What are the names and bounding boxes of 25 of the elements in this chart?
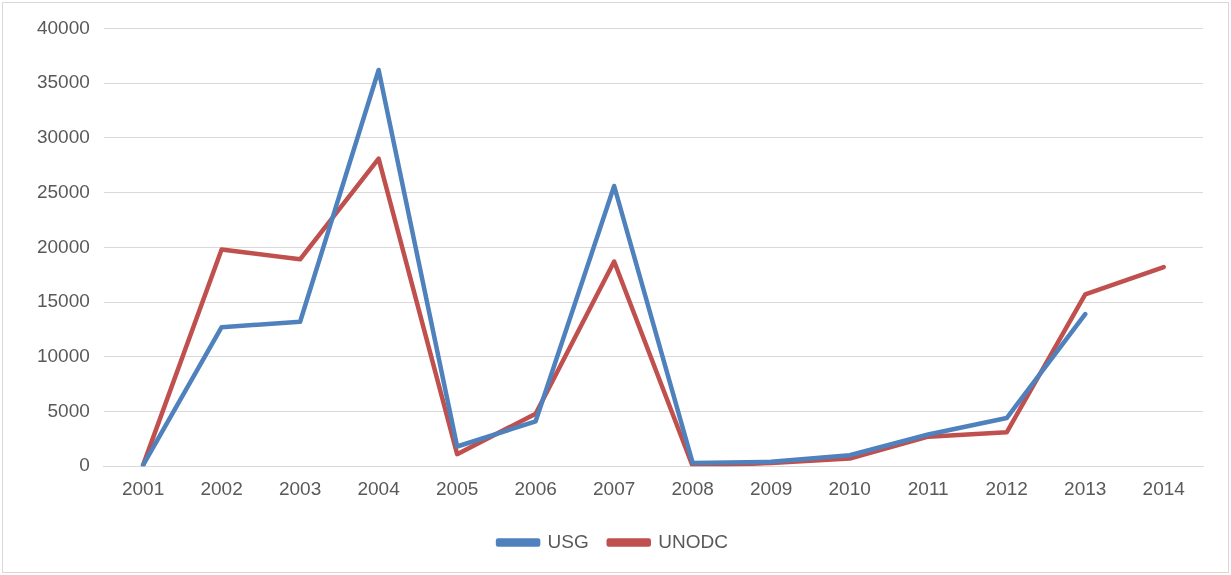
x-tick-label: 2005 xyxy=(436,477,479,499)
y-tick-label: 40000 xyxy=(36,16,90,38)
y-tick-label: 10000 xyxy=(36,344,90,366)
legend-label: USG xyxy=(547,530,589,552)
x-tick-label: 2011 xyxy=(907,477,949,499)
x-tick-label: 2004 xyxy=(357,477,401,499)
y-tick-label: 35000 xyxy=(36,71,90,93)
x-tick-label: 2006 xyxy=(514,477,557,499)
y-tick-label: 15000 xyxy=(36,290,90,312)
x-tick-label: 2001 xyxy=(121,477,165,499)
x-tick-label: 2003 xyxy=(278,477,322,499)
y-tick-label: 30000 xyxy=(36,126,90,148)
y-tick-label: 25000 xyxy=(36,180,90,202)
x-tick-label: 2012 xyxy=(985,477,1028,499)
legend-label: UNODC xyxy=(658,530,728,552)
y-tick-label: 5000 xyxy=(47,399,90,421)
x-tick-label: 2014 xyxy=(1142,477,1186,499)
x-tick-label: 2002 xyxy=(200,477,243,499)
y-tick-label: 20000 xyxy=(36,235,90,257)
x-tick-label: 2010 xyxy=(828,477,871,499)
x-tick-label: 2008 xyxy=(671,477,714,499)
x-tick-label: 2009 xyxy=(750,477,793,499)
x-tick-label: 2007 xyxy=(593,477,636,499)
x-tick-label: 2013 xyxy=(1064,477,1107,499)
y-tick-label: 0 xyxy=(79,454,90,476)
